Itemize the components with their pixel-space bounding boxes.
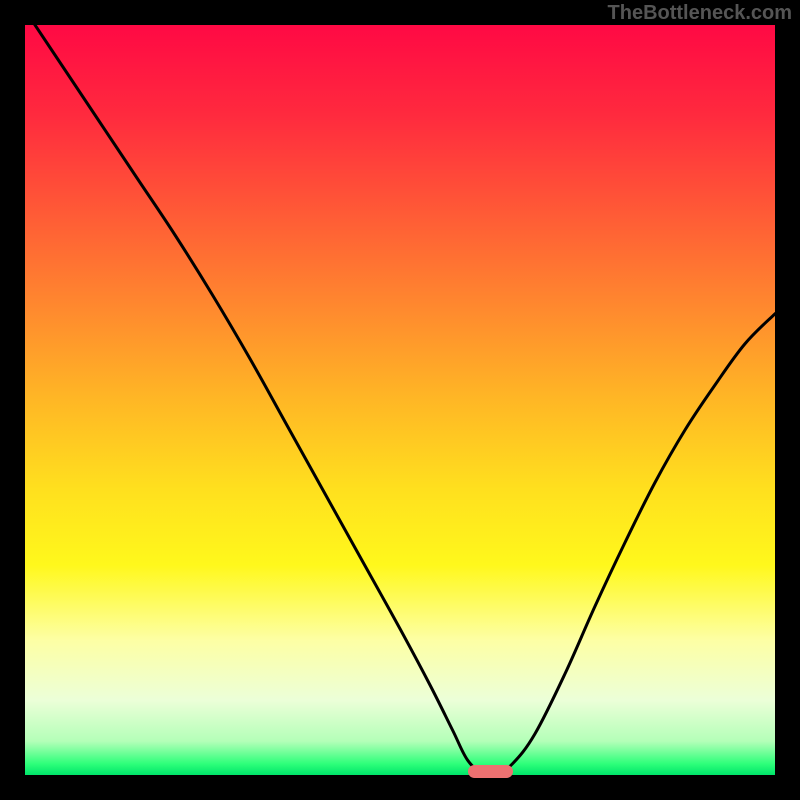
plot-area	[25, 25, 775, 775]
chart-container: TheBottleneck.com	[0, 0, 800, 800]
attribution-text: TheBottleneck.com	[608, 2, 792, 25]
curve-layer	[25, 25, 775, 775]
minimum-marker	[468, 765, 513, 779]
